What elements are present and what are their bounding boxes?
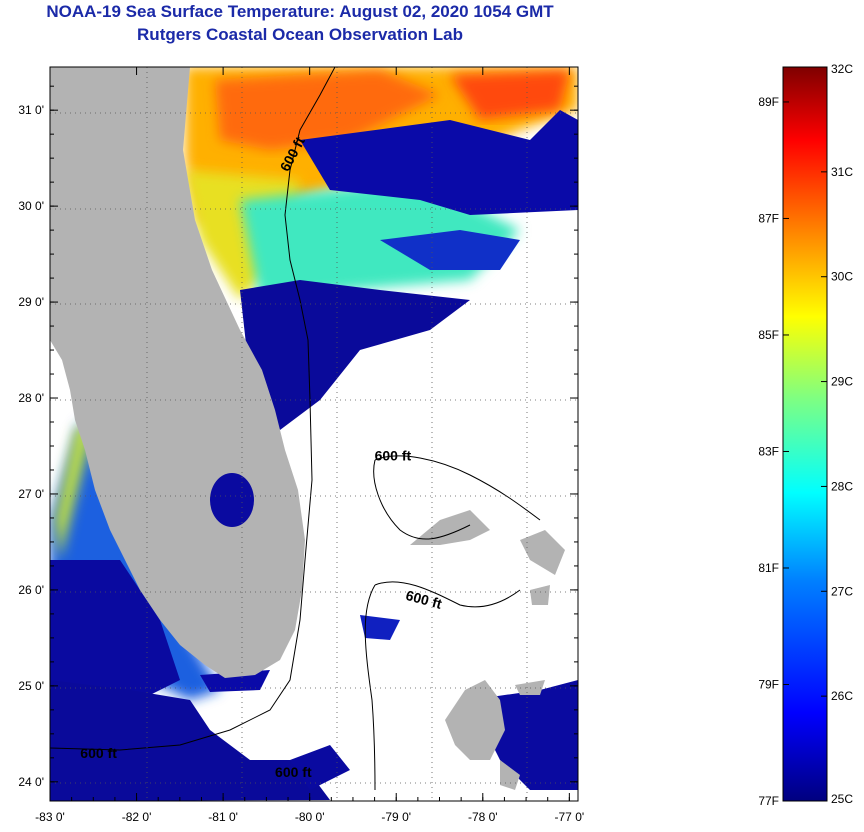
lon-tick-label: -78 0' [468,810,498,824]
colorbar-celsius-label: 28C [831,479,853,493]
lon-tick-label: -80 0' [295,810,325,824]
colorbar-fahrenheit-label: 87F [758,211,779,225]
colorbar-celsius-labels: 32C 31C 30C 29C 28C 27C 26C 25C [831,62,853,806]
colorbar-celsius-label: 32C [831,62,853,76]
colorbar-celsius-label: 30C [831,270,853,284]
map-title: NOAA-19 Sea Surface Temperature: August … [46,2,554,21]
lon-tick-label: -83 0' [35,810,65,824]
lat-tick-label: 27 0' [18,487,44,501]
depth-contour-label: 600 ft [375,447,412,463]
colorbar-celsius-label: 26C [831,689,853,703]
colorbar-ticks [783,66,827,802]
map-subtitle: Rutgers Coastal Ocean Observation Lab [137,25,463,44]
sst-field [50,67,578,801]
depth-contour-label: 600 ft [80,745,117,761]
colorbar-fahrenheit-label: 79F [758,677,779,691]
axis-ticks [49,67,578,801]
lon-tick-label: -79 0' [381,810,411,824]
longitude-tick-labels: -83 0' -82 0' -81 0' -80 0' -79 0' -78 0' -77 … [35,810,584,824]
map-frame [49,66,579,802]
land-masses [50,67,565,790]
lat-tick-label: 25 0' [18,679,44,693]
colorbar-gradient [782,66,828,802]
bathymetry-contours [50,67,541,791]
latitude-tick-labels: 31 0' 30 0' 29 0' 28 0' 27 0' 26 0' 25 0' 24 0' [18,103,44,789]
lon-tick-label: -82 0' [122,810,152,824]
lon-tick-label: -81 0' [208,810,238,824]
lat-tick-label: 29 0' [18,295,44,309]
colorbar-celsius-label: 27C [831,584,853,598]
colorbar-fahrenheit-label: 89F [758,95,779,109]
colorbar-celsius-label: 31C [831,165,853,179]
colorbar-fahrenheit-labels: 89F 87F 85F 83F 81F 79F 77F [758,95,779,808]
lat-tick-label: 28 0' [18,391,44,405]
graticule [50,67,578,801]
lat-tick-label: 26 0' [18,583,44,597]
lat-tick-label: 24 0' [18,775,44,789]
colorbar-fahrenheit-label: 77F [758,794,779,808]
colorbar-celsius-label: 25C [831,792,853,806]
colorbar-fahrenheit-label: 83F [758,444,779,458]
lat-tick-label: 31 0' [18,103,44,117]
colorbar: 32C 31C 30C 29C 28C 27C 26C 25C 89F 87F 85F 83F 81F… [758,62,853,808]
colorbar-fahrenheit-label: 85F [758,328,779,342]
lon-tick-label: -77 0' [555,810,585,824]
colorbar-fahrenheit-label: 81F [758,561,779,575]
depth-contour-label: 600 ft [275,764,312,780]
lat-tick-label: 30 0' [18,199,44,213]
colorbar-celsius-label: 29C [831,375,853,389]
